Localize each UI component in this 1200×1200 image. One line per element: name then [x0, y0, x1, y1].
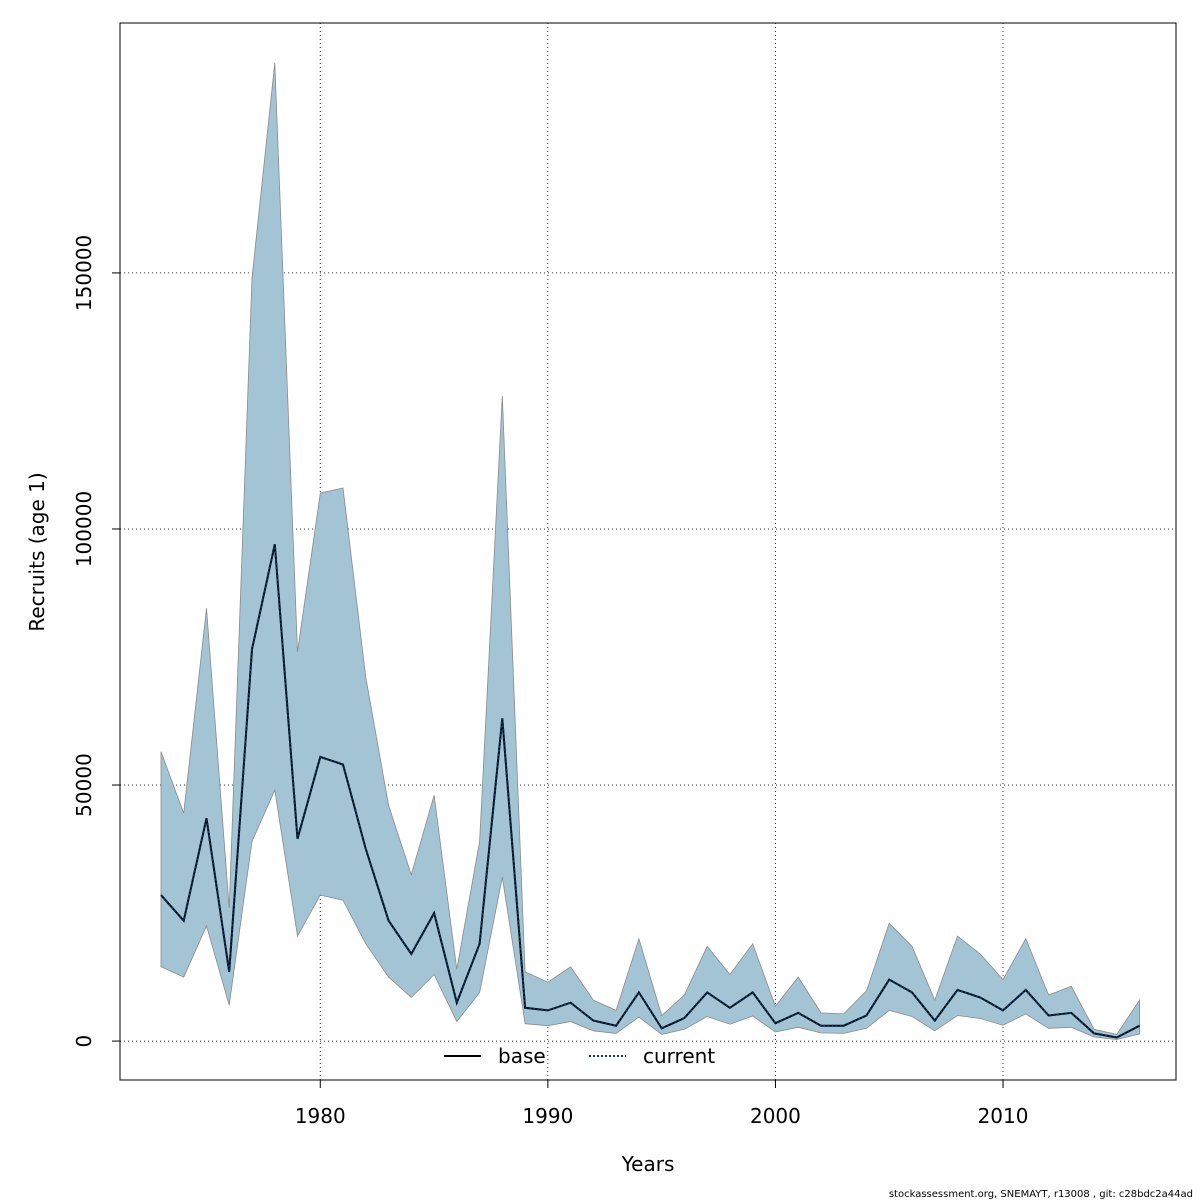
- y-axis: 0 50000 100000 150000: [72, 235, 120, 1048]
- x-tick-label: 2010: [978, 1104, 1029, 1128]
- legend-label-base: base: [498, 1044, 546, 1068]
- x-tick-label: 2000: [750, 1104, 801, 1128]
- plot-frame: [119, 22, 1177, 1081]
- confidence-band-layer: [160, 62, 1140, 1040]
- x-tick-label: 1990: [522, 1104, 573, 1128]
- y-tick-label: 0: [72, 1035, 96, 1048]
- confidence-band: [160, 62, 1140, 1040]
- x-tick-label: 1980: [295, 1104, 346, 1128]
- legend-label-current: current: [643, 1044, 715, 1068]
- y-tick-label: 150000: [72, 235, 96, 311]
- legend: base current: [444, 1044, 715, 1068]
- series-line-layer: [160, 544, 1141, 1039]
- y-tick-label: 50000: [72, 753, 96, 817]
- y-tick-label: 100000: [72, 491, 96, 567]
- y-axis-title: Recruits (age 1): [25, 472, 49, 631]
- x-axis: 1980 1990 2000 2010: [295, 1080, 1029, 1128]
- x-axis-title: Years: [621, 1152, 675, 1176]
- series-line-current: [160, 544, 1141, 1039]
- footer-note: stockassessment.org, SNEMAYT, r13008 , g…: [889, 1189, 1193, 1200]
